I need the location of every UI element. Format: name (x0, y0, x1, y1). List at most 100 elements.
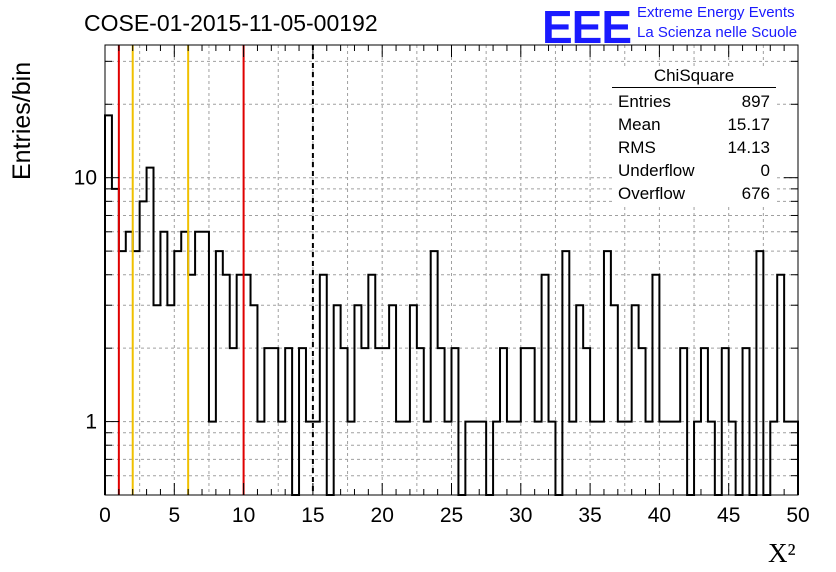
x-tick-label: 15 (301, 504, 324, 527)
histogram-bin (493, 422, 500, 495)
histogram-bin (112, 189, 119, 495)
stats-label: Mean (618, 115, 661, 134)
histogram-bin (167, 305, 174, 495)
chart-title: COSE-01-2015-11-05-00192 (84, 10, 378, 36)
histogram-bin (500, 348, 507, 495)
histogram-bin (507, 422, 514, 495)
x-tick-label: 10 (232, 504, 255, 527)
histogram-bin (777, 275, 784, 495)
stats-box: ChiSquare Entries 897 Mean 15.17 RMS 14.… (612, 66, 776, 205)
histogram-bin (271, 348, 278, 495)
histogram-bin (237, 275, 244, 495)
histogram-bin (452, 348, 459, 495)
stats-value: 0 (760, 161, 770, 180)
stats-value: 676 (741, 184, 770, 203)
histogram-bin (535, 422, 542, 495)
eee-logo: EEE (542, 1, 632, 53)
histogram-bin (694, 422, 701, 495)
stats-value: 897 (741, 92, 770, 111)
histogram-bin (389, 305, 396, 495)
histogram-bin (181, 232, 188, 495)
histogram-bin (590, 422, 597, 495)
histogram-bin (264, 348, 271, 495)
histogram-bin (639, 348, 646, 495)
histogram-bin (632, 305, 639, 495)
histogram-bin (348, 422, 355, 495)
histogram-bin (576, 305, 583, 495)
histogram-bin (368, 275, 375, 495)
histogram-bin (209, 422, 216, 495)
histogram-bin (597, 422, 604, 495)
stats-label: RMS (618, 138, 656, 157)
stats-label: Overflow (618, 184, 686, 203)
histogram-bin (722, 348, 729, 495)
histogram-bin (251, 305, 258, 495)
x-tick-label: 40 (648, 504, 671, 527)
histogram-bin (562, 251, 569, 495)
histogram-bin (320, 275, 327, 495)
stats-value: 14.13 (727, 138, 770, 157)
histogram-bin (472, 422, 479, 495)
histogram-bin (361, 348, 368, 495)
histogram-bin (354, 305, 361, 495)
histogram-bin (528, 348, 535, 495)
histogram-bin (465, 422, 472, 495)
histogram-bin (673, 422, 680, 495)
histogram-bin (278, 422, 285, 495)
histogram-bin (195, 232, 202, 495)
histogram-bin (188, 275, 195, 495)
histogram-bin (396, 422, 403, 495)
histogram-bin (756, 251, 763, 495)
x-axis-label: X² (768, 538, 796, 568)
histogram-bin (680, 348, 687, 495)
histogram-bin (216, 251, 223, 495)
histogram-bin (257, 422, 264, 495)
logo-subtitle-2: La Scienza nelle Scuole (637, 24, 798, 41)
stats-row-mean: Mean 15.17 (612, 113, 776, 136)
y-tick-label: 10 (74, 167, 97, 190)
x-tick-label: 0 (99, 504, 111, 527)
histogram-bin (445, 422, 452, 495)
histogram-bin (382, 348, 389, 495)
histogram-bin (160, 232, 167, 495)
y-tick-label: 1 (85, 411, 97, 434)
x-tick-label: 35 (578, 504, 601, 527)
histogram-bin (770, 422, 777, 495)
histogram-bin (479, 422, 486, 495)
histogram-bin (202, 232, 209, 495)
stats-label: Entries (618, 92, 671, 111)
histogram-bin (334, 305, 341, 495)
histogram-bin (701, 348, 708, 495)
histogram-bin (424, 422, 431, 495)
histogram-bin (341, 348, 348, 495)
histogram-bin (154, 305, 161, 495)
histogram-bin (708, 422, 715, 495)
histogram-bin (514, 422, 521, 495)
stats-label: Underflow (618, 161, 695, 180)
histogram-bin (313, 422, 320, 495)
histogram-bin (659, 422, 666, 495)
histogram-bin (417, 348, 424, 495)
histogram-bin (133, 251, 140, 495)
histogram-bin (403, 422, 410, 495)
stats-row-entries: Entries 897 (612, 90, 776, 113)
histogram-bin (625, 422, 632, 495)
x-tick-label: 30 (509, 504, 532, 527)
histogram-bin (119, 251, 126, 495)
stats-row-overflow: Overflow 676 (612, 182, 776, 205)
x-tick-label: 5 (168, 504, 180, 527)
histogram-bin (410, 305, 417, 495)
histogram-bin (140, 201, 147, 495)
logo-subtitle-1: Extreme Energy Events (637, 4, 795, 21)
histogram-bin (306, 422, 313, 495)
histogram-bin (618, 422, 625, 495)
histogram-bin (375, 348, 382, 495)
histogram-bin (147, 168, 154, 495)
histogram-bin (174, 251, 181, 495)
histogram-bin (583, 348, 590, 495)
stats-title: ChiSquare (612, 66, 776, 88)
histogram-bin (666, 422, 673, 495)
histogram-bin (542, 275, 549, 495)
histogram-bin (743, 348, 750, 495)
